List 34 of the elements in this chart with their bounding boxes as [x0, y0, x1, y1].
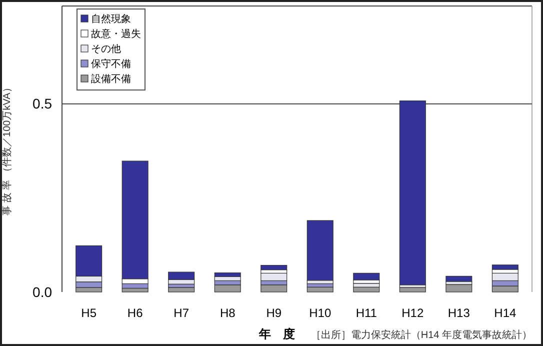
x-tick-label: H6: [127, 306, 144, 320]
x-tick-label: H10: [309, 306, 332, 320]
legend-label: 保守不備: [91, 58, 131, 70]
bar: [353, 272, 380, 280]
x-tick-label: H8: [220, 306, 236, 320]
bar: [353, 286, 380, 292]
x-tick-label: H12: [402, 306, 424, 320]
x-axis-title: 年 度: [258, 327, 295, 341]
legend-label: 故意・過失: [91, 28, 141, 40]
bar: [446, 284, 472, 292]
bar: [446, 276, 472, 282]
bar: [306, 286, 334, 292]
legend-label: 自然現象: [91, 13, 131, 25]
legend-label: その他: [91, 43, 121, 55]
bar: [214, 272, 241, 277]
bar: [306, 220, 334, 281]
x-tick-label: H11: [356, 306, 378, 320]
bar: [260, 272, 288, 282]
text: ［出所］電力保安統計（H14 年度電気事故統計）: [310, 329, 532, 341]
x-tick-label: H13: [448, 306, 470, 320]
bar: [260, 284, 288, 292]
bar: [260, 264, 288, 270]
bar: [492, 264, 518, 270]
x-tick-label: H5: [81, 306, 97, 320]
bar: [122, 288, 148, 292]
y-tick-label: 0.0: [32, 284, 52, 300]
y-axis-title: 事 故 率 （件数／100万kVA）: [1, 82, 13, 216]
y-tick-label: 0.5: [32, 96, 52, 112]
legend-label: 設備不備: [91, 73, 131, 85]
x-tick-label: H7: [174, 306, 190, 320]
x-tick-label: H9: [266, 306, 282, 320]
bar: [399, 100, 426, 286]
x-tick-label: H14: [494, 306, 516, 320]
bar: [214, 284, 241, 292]
